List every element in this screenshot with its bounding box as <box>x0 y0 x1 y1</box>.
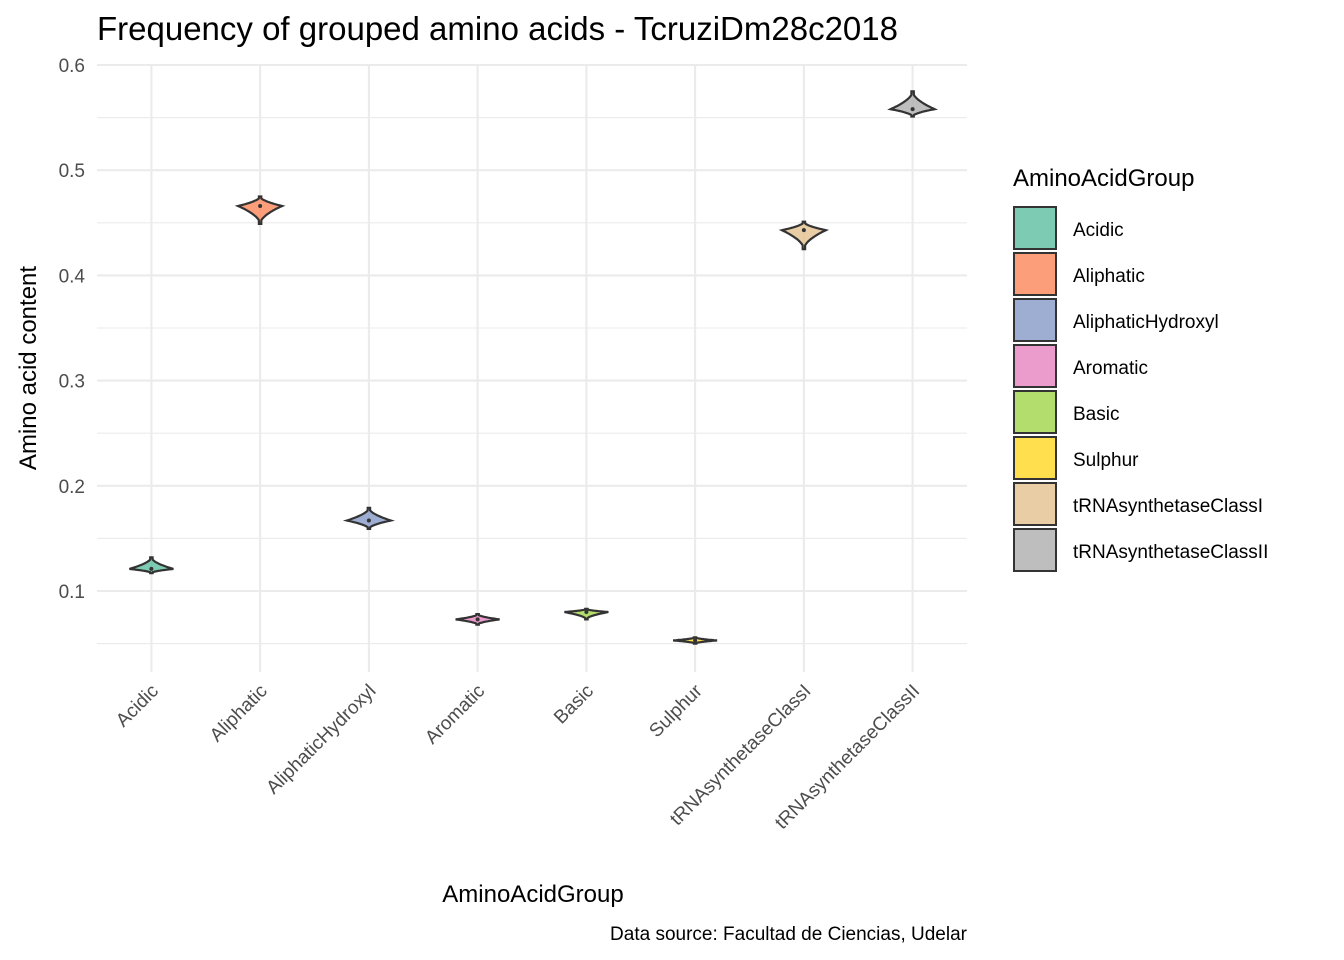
violin-median-point <box>693 638 698 643</box>
legend-key-Sulphur <box>1013 436 1057 480</box>
violin-median-point <box>258 203 263 208</box>
violin-median-point <box>475 617 480 622</box>
legend-key-AliphaticHydroxyl <box>1013 298 1057 342</box>
violin-median-point <box>584 610 589 615</box>
violin-Acidic <box>129 556 174 575</box>
y-tick-label: 0.5 <box>59 161 85 182</box>
violin-median-point <box>149 566 154 571</box>
violin-median-point <box>910 107 915 112</box>
legend-title: AminoAcidGroup <box>1013 165 1194 192</box>
x-tick-label: Acidic <box>112 681 163 732</box>
legend: AminoAcidGroup Acidic Aliphatic AliphaticH… <box>1013 165 1268 572</box>
legend-label: tRNAsynthetaseClassII <box>1073 542 1268 563</box>
y-tick-label: 0.2 <box>59 477 85 498</box>
x-tick-label: Sulphur <box>645 680 707 742</box>
violin-tRNAsynthetaseClassI <box>778 220 830 251</box>
legend-key-Basic <box>1013 390 1057 434</box>
chart-title: Frequency of grouped amino acids - Tcruz… <box>97 10 898 47</box>
y-tick-label: 0.3 <box>59 372 85 393</box>
violin-Aliphatic <box>234 195 286 225</box>
legend-label: Sulphur <box>1073 450 1139 471</box>
violin-median-point <box>366 518 371 523</box>
grid-lines <box>97 63 967 672</box>
violin-Basic <box>564 607 609 621</box>
x-tick-label: Aromatic <box>421 681 489 749</box>
y-tick-label: 0.6 <box>59 56 85 77</box>
x-tick-label: Basic <box>550 681 598 729</box>
legend-key-Acidic <box>1013 206 1057 250</box>
legend-key-Aliphatic <box>1013 252 1057 296</box>
violin-tRNAsynthetaseClassII <box>887 90 939 118</box>
caption: Data source: Facultad de Ciencias, Udela… <box>610 924 968 945</box>
violin-median-point <box>801 228 806 233</box>
y-tick-label: 0.1 <box>59 582 85 603</box>
y-tick-label: 0.4 <box>59 266 86 287</box>
legend-key-tRNAsynthetaseClassII <box>1013 528 1057 572</box>
x-tick-label: Aliphatic <box>206 681 272 747</box>
x-tick-label: AliphaticHydroxyl <box>263 681 381 799</box>
legend-label: Acidic <box>1073 220 1124 241</box>
legend-label: Aliphatic <box>1073 266 1145 287</box>
legend-key-tRNAsynthetaseClassI <box>1013 482 1057 526</box>
violins <box>129 90 939 645</box>
legend-key-Aromatic <box>1013 344 1057 388</box>
legend-label: tRNAsynthetaseClassI <box>1073 496 1263 517</box>
y-axis-ticks: 0.1 0.2 0.3 0.4 0.5 0.6 <box>59 56 86 603</box>
x-axis-title: AminoAcidGroup <box>442 881 623 908</box>
legend-label: Basic <box>1073 404 1119 425</box>
legend-label: Aromatic <box>1073 358 1148 379</box>
violin-AliphaticHydroxyl <box>342 506 395 530</box>
legend-label: AliphaticHydroxyl <box>1073 312 1219 333</box>
y-axis-title: Amino acid content <box>15 266 42 470</box>
